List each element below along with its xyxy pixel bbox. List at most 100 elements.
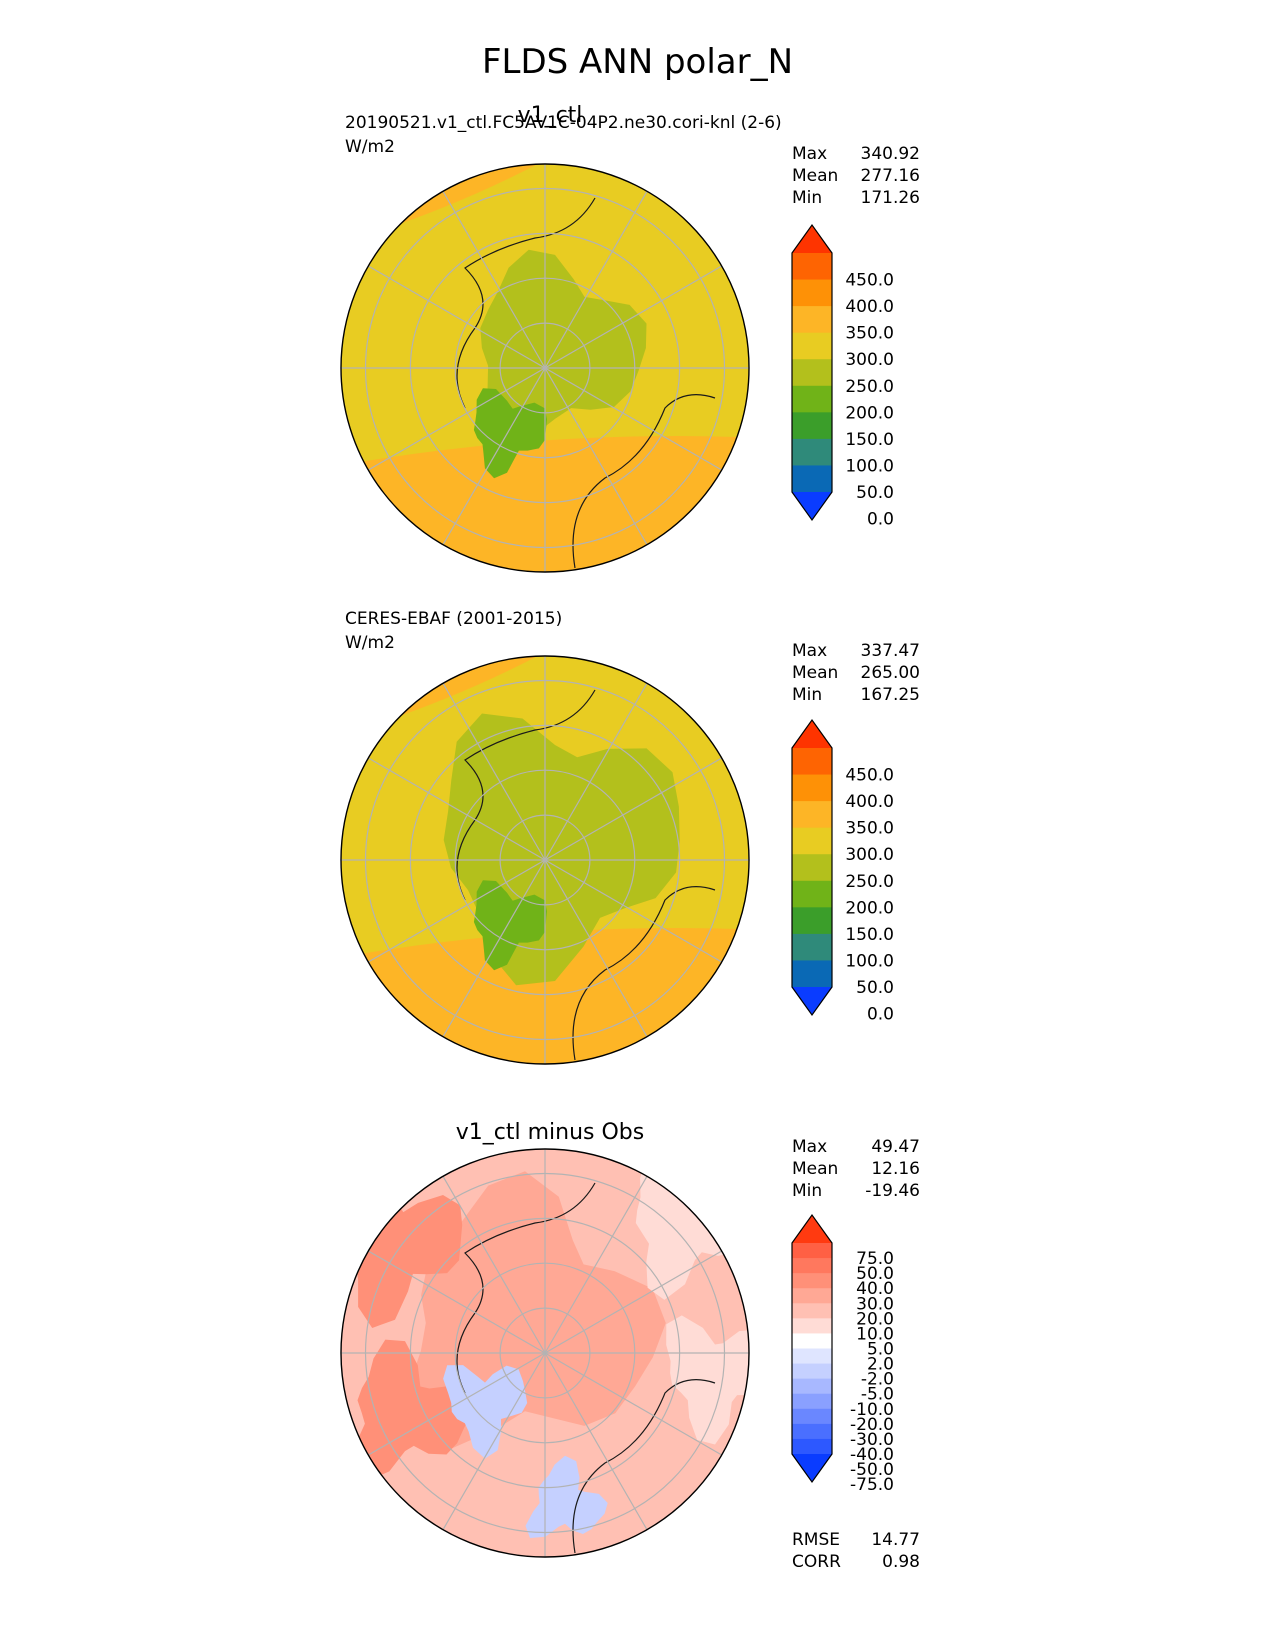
figure-title: FLDS ANN polar_N [481,42,794,82]
colorbar-segment [792,1378,832,1395]
polar-map-2 [340,655,750,1065]
stat-label: Min [792,1181,823,1201]
colorbar-tick-label: 40.0 [856,1279,894,1299]
longitude-line [368,859,546,963]
colorbar-tick-label: 450.0 [845,271,894,291]
longitude-line [544,367,648,545]
longitude-line [442,859,546,1037]
colorbar-tick-label: 400.0 [845,297,894,317]
colorbar-tick-label: 5.0 [867,1340,894,1360]
colorbar-segment [792,385,832,413]
colorbar-tick-label: -20.0 [850,1415,894,1435]
stat-value: -19.46 [865,1181,920,1201]
colorbar-extend-min [792,1454,832,1482]
coastline [456,1182,596,1394]
colorbar-segment [792,1243,832,1259]
colorbar-tick-label: -75.0 [850,1475,894,1495]
colorbar-segment [792,1288,832,1304]
panel-2-units: W/m2 [345,633,395,653]
longitude-line [544,1352,648,1530]
colorbar-tick-label: -2.0 [861,1370,894,1390]
colorbar-tick-label: 450.0 [845,766,894,786]
stat-label: Max [792,641,828,661]
colorbar-tick-label: 250.0 [845,872,894,892]
colorbar-segment [792,438,832,466]
stat-label: Mean [792,663,839,683]
colorbar-outline [791,1213,833,1484]
colorbar-tick-label: 10.0 [856,1324,894,1344]
longitude-line [368,757,546,861]
colorbar-tick-label: 2.0 [867,1355,894,1375]
colorbar-tick-label: -5.0 [861,1385,894,1405]
longitude-line [442,683,546,861]
map-region [480,249,647,439]
colorbar-segment [792,933,832,961]
colorbar-segment [792,1258,832,1274]
map-region [351,1339,472,1482]
panel-2-left-title: CERES-EBAF (2001-2015) [345,609,563,629]
colorbar-segment [792,1273,832,1289]
colorbar-tick-label: 0.0 [867,510,894,530]
stat-value: 171.26 [860,188,920,208]
metric-value: 14.77 [871,1530,920,1550]
stat-label: Max [792,1137,828,1157]
longitude-line [544,265,722,369]
stat-label: Max [792,144,828,164]
map-border [340,655,750,1065]
stat-value: 167.25 [860,685,920,705]
colorbar-tick-label: 300.0 [845,845,894,865]
colorbar-segment [792,1393,832,1410]
colorbar-tick-label: -10.0 [850,1400,894,1420]
coastline [572,886,716,1061]
colorbar-segment [792,854,832,882]
longitude-line [368,1352,546,1456]
colorbar-tick-label: -40.0 [850,1445,894,1465]
metric-label: RMSE [792,1530,841,1550]
colorbar-extend-min [792,492,832,520]
longitude-line [544,191,648,369]
coastline [456,689,596,901]
colorbar-segment [792,1333,832,1349]
colorbar-extend-max [792,1215,832,1243]
panel-1-units: W/m2 [345,137,395,157]
colorbar-segment [792,748,832,776]
colorbar-tick-label: 50.0 [856,978,894,998]
colorbar-segment [792,1303,832,1319]
coastline [456,197,596,409]
colorbar-tick-label: 150.0 [845,430,894,450]
colorbar-tick-label: 20.0 [856,1309,894,1329]
longitude-line [544,859,648,1037]
coastline [572,1379,716,1554]
colorbar-segment [792,279,832,307]
colorbar-tick-label: 75.0 [856,1249,894,1269]
longitude-line [442,1352,546,1530]
colorbar-segment [792,1438,832,1455]
colorbar-tick-label: 400.0 [845,792,894,812]
metric-label: CORR [792,1552,841,1572]
map-region [443,1365,528,1459]
colorbar-segment [792,827,832,855]
colorbar-3: 75.050.040.030.020.010.05.02.0-2.0-5.0-1… [791,1213,894,1495]
colorbar-segment [792,1318,832,1334]
colorbar-segment [792,960,832,988]
longitude-line [368,367,546,471]
polar-map-1 [340,163,750,573]
polar-map-3 [340,1148,750,1558]
colorbar-outline [791,718,833,1017]
colorbar-segment [792,306,832,334]
colorbar-1: 450.0 400.0 350.0 300.0 250.0 200.0 150.0 100.0… [791,223,894,530]
colorbar-extend-min [792,987,832,1015]
longitude-line [544,1250,722,1354]
stat-value: 337.47 [860,641,920,661]
colorbar-tick-label: 150.0 [845,925,894,945]
colorbar-tick-label: 300.0 [845,350,894,370]
colorbar-2: 450.0 400.0 350.0 300.0 250.0 200.0 150.0 100.0… [791,718,894,1025]
colorbar-segment [792,1363,832,1380]
colorbar-segment [792,359,832,387]
colorbar-segment [792,774,832,802]
colorbar-tick-label: 50.0 [856,483,894,503]
colorbar-tick-label: 350.0 [845,819,894,839]
colorbar-tick-label: -30.0 [850,1430,894,1450]
colorbar-tick-label: 100.0 [845,951,894,971]
